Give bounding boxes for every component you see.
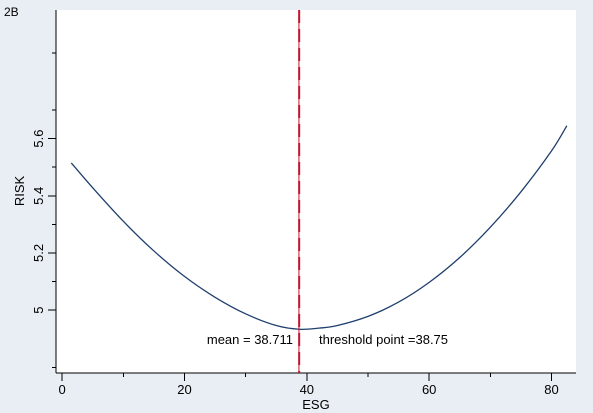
y-axis-title: RISK [12,176,27,207]
x-tick-label: 80 [544,382,558,397]
mean-annotation: mean = 38.711 [207,332,293,347]
y-tick-label: 5.2 [31,244,46,262]
panel-label: 2B [4,5,19,19]
risk-curve [70,125,568,331]
x-tick-label: 60 [422,382,436,397]
y-tick-label: 5 [31,307,46,314]
y-tick-label: 5.6 [31,130,46,148]
curve-layer [70,125,568,331]
x-axis-ticks: 0 20 40 60 80 [59,373,559,397]
y-axis-ticks: 5 5.2 5.4 5.6 [31,52,56,368]
x-tick-label: 40 [300,382,314,397]
x-axis-title: ESG [302,397,329,412]
threshold-annotation: threshold point =38.75 [319,332,448,347]
plot-area [56,10,576,373]
x-tick-label: 20 [177,382,191,397]
y-tick-label: 5.4 [31,187,46,205]
x-tick-label: 0 [59,382,66,397]
